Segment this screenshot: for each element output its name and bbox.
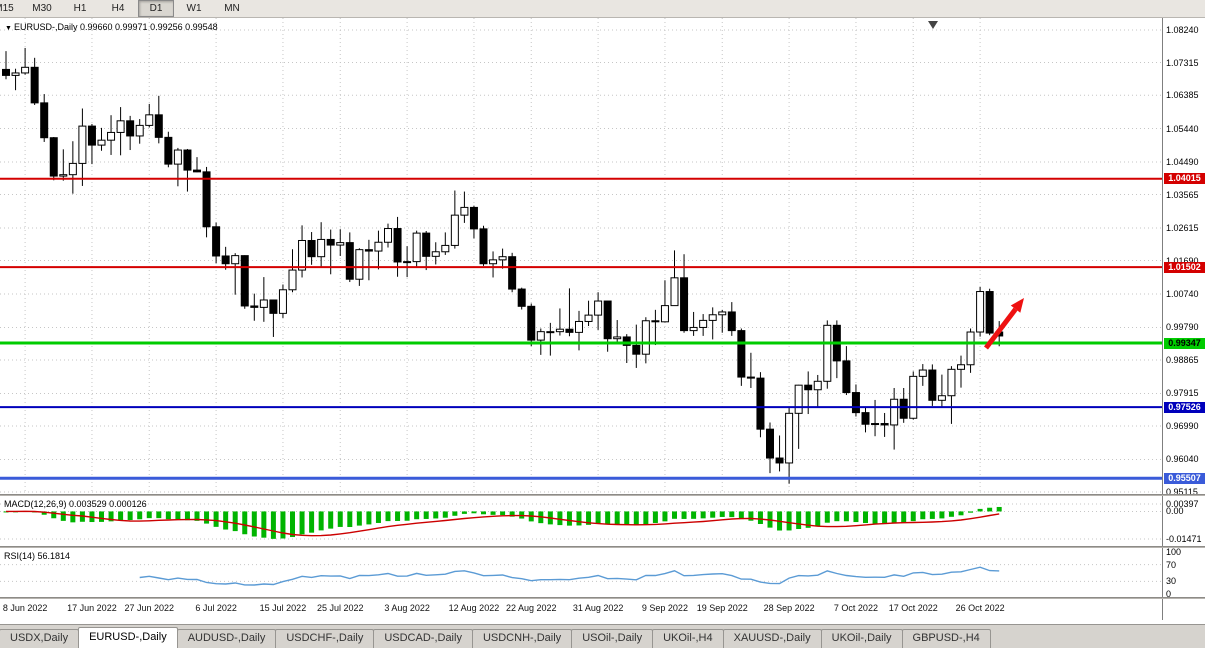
macd-panel[interactable]: MACD(12,26,9) 0.003529 0.000126 (0, 496, 1162, 546)
rsi-axis-label: 30 (1166, 576, 1177, 587)
timeframe-button-h4[interactable]: H4 (111, 3, 125, 14)
price-axis-label: 1.07315 (1166, 57, 1199, 68)
macd-axis-label: 0.00 (1166, 506, 1184, 517)
tab-usdchf-daily[interactable]: USDCHF-,Daily (275, 629, 375, 648)
macd-indicator-chart[interactable] (0, 496, 1162, 546)
chart-ohlc-header: ▼ EURUSD-,Daily 0.99660 0.99971 0.99256 0… (5, 22, 218, 32)
macd-axis-label: 0.00397 (1166, 499, 1199, 509)
time-axis[interactable]: 8 Jun 2022 17 Jun 2022 27 Jun 2022 6 Jul 20… (0, 599, 1162, 620)
price-axis-label: 1.08240 (1166, 25, 1199, 35)
price-chart-panel[interactable]: ▼ EURUSD-,Daily 0.99660 0.99971 0.99256 0… (0, 18, 1162, 494)
panel-splitter[interactable] (0, 597, 1205, 600)
date-tick-label: 25 Jul 2022 (316, 603, 364, 613)
price-axis-label: 0.96040 (1166, 454, 1199, 465)
rsi-line (139, 566, 1000, 586)
date-tick-label: 8 Jun 2022 (2, 603, 48, 613)
tab-audusd-daily[interactable]: AUDUSD-,Daily (176, 629, 277, 648)
macd-signal-line (6, 510, 1000, 537)
chart-shift-marker-icon[interactable] (928, 21, 938, 29)
tab-usdcad-daily[interactable]: USDCAD-,Daily (373, 629, 473, 648)
price-axis-label: 0.97915 (1166, 388, 1199, 399)
price-axis-label: 0.95115 (1166, 487, 1198, 497)
date-tick-label: 17 Oct 2022 (888, 603, 938, 613)
price-axis-label: 0.96990 (1166, 421, 1199, 431)
date-tick-label: 26 Oct 2022 (955, 603, 1005, 613)
rsi-indicator-chart[interactable] (0, 548, 1162, 597)
panel-splitter[interactable] (0, 494, 1205, 497)
rsi-panel[interactable]: RSI(14) 56.1814 (0, 548, 1162, 597)
ohlc-high: 0.99971 (115, 22, 148, 32)
timeframe-button-mn[interactable]: MN (224, 3, 240, 14)
price-axis-label: 1.02615 (1166, 223, 1199, 233)
tab-ukoil-daily[interactable]: UKOil-,Daily (820, 629, 903, 648)
price-axis-label: 1.04490 (1166, 157, 1199, 167)
tab-usoil-daily[interactable]: USOil-,Daily (571, 629, 654, 648)
ohlc-open: 0.99660 (79, 22, 113, 32)
price-level-badge: 0.95507 (1164, 472, 1205, 484)
date-tick-label: 3 Aug 2022 (384, 603, 430, 613)
price-axis-label: 1.06385 (1166, 90, 1199, 101)
date-tick-label: 22 Aug 2022 (505, 603, 557, 613)
horizontal-level-lines[interactable] (0, 177, 1162, 480)
price-axis-label: 0.98865 (1166, 355, 1199, 365)
trend-arrow-icon[interactable] (984, 298, 1024, 350)
macd-axis-label: -0.01471 (1166, 534, 1202, 544)
price-level-badge: 1.01502 (1164, 261, 1205, 273)
tab-xauusd-daily[interactable]: XAUUSD-,Daily (722, 629, 822, 648)
price-level-badge: 1.04015 (1164, 173, 1205, 185)
date-tick-label: 17 Jun 2022 (67, 603, 117, 613)
rsi-axis-label: 100 (1166, 547, 1182, 557)
date-tick-label: 27 Jun 2022 (124, 603, 175, 613)
grid-layer (0, 18, 1162, 494)
tab-usdx-daily[interactable]: USDX,Daily (0, 629, 80, 648)
price-axis-label: 1.00740 (1166, 289, 1199, 299)
timeframe-button-w1[interactable]: W1 (186, 3, 202, 14)
date-tick-label: 6 Jul 2022 (195, 603, 237, 613)
date-tick-label: 7 Oct 2022 (833, 603, 878, 613)
date-tick-label: 31 Aug 2022 (572, 603, 624, 613)
timeframe-button-m15[interactable]: M15 (0, 3, 14, 14)
date-tick-label: 9 Sep 2022 (641, 603, 688, 613)
rsi-axis-label: 0 (1166, 589, 1172, 599)
price-axis-label: 1.05440 (1166, 123, 1199, 134)
ohlc-low: 0.99256 (150, 22, 183, 32)
timeframe-button-d1[interactable]: D1 (138, 0, 174, 17)
price-axis-label: 1.01690 (1166, 255, 1199, 266)
chart-tabs-bar: USDX,Daily EURUSD-,Daily AUDUSD-,Daily USDC… (0, 624, 1205, 648)
symbol-collapse-icon[interactable]: ▼ (5, 25, 12, 32)
timeframe-button-m30[interactable]: M30 (32, 3, 52, 14)
price-level-badge: 0.97526 (1164, 401, 1205, 413)
price-axis[interactable]: 1.08240 1.07315 1.06385 1.05440 1.04490 1.035… (1162, 18, 1205, 497)
tab-ukoil-h4[interactable]: UKOil-,H4 (652, 629, 724, 648)
candlestick-chart[interactable] (0, 18, 1162, 494)
date-tick-label: 15 Jul 2022 (259, 603, 307, 613)
tab-gbpusd-h4[interactable]: GBPUSD-,H4 (901, 629, 991, 648)
rsi-label: RSI(14) 56.1814 (4, 551, 71, 561)
price-axis-label: 1.03565 (1166, 189, 1199, 200)
date-tick-label: 19 Sep 2022 (696, 603, 748, 613)
timeframe-toolbar: M15 M30 H1 H4 D1 W1 MN (0, 0, 1205, 18)
tab-eurusd-daily[interactable]: EURUSD-,Daily (78, 627, 178, 648)
price-level-badge: 0.99347 (1164, 337, 1205, 349)
date-tick-label: 28 Sep 2022 (763, 603, 815, 613)
rsi-axis-label: 70 (1166, 559, 1177, 570)
chart-symbol-label: EURUSD-,Daily (13, 22, 78, 32)
date-tick-label: 12 Aug 2022 (448, 603, 500, 613)
price-axis-label: 0.99790 (1166, 322, 1199, 333)
macd-axis: 0.00397 0.00 -0.01471 (1162, 496, 1205, 546)
ohlc-close: 0.99548 (185, 22, 218, 32)
rsi-axis: 100 70 30 0 (1162, 547, 1205, 599)
tab-usdcnh-daily[interactable]: USDCNH-,Daily (471, 629, 573, 648)
panel-splitter[interactable] (0, 546, 1205, 549)
candles-layer (2, 47, 1004, 484)
macd-histogram (3, 506, 1002, 539)
timeframe-button-h1[interactable]: H1 (73, 3, 87, 14)
time-axis-corner (1162, 599, 1205, 620)
macd-label: MACD(12,26,9) 0.003529 0.000126 (4, 499, 147, 509)
